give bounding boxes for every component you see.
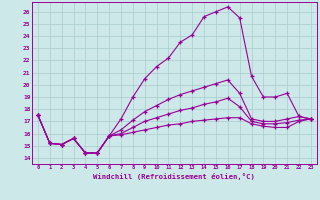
X-axis label: Windchill (Refroidissement éolien,°C): Windchill (Refroidissement éolien,°C) [93, 173, 255, 180]
